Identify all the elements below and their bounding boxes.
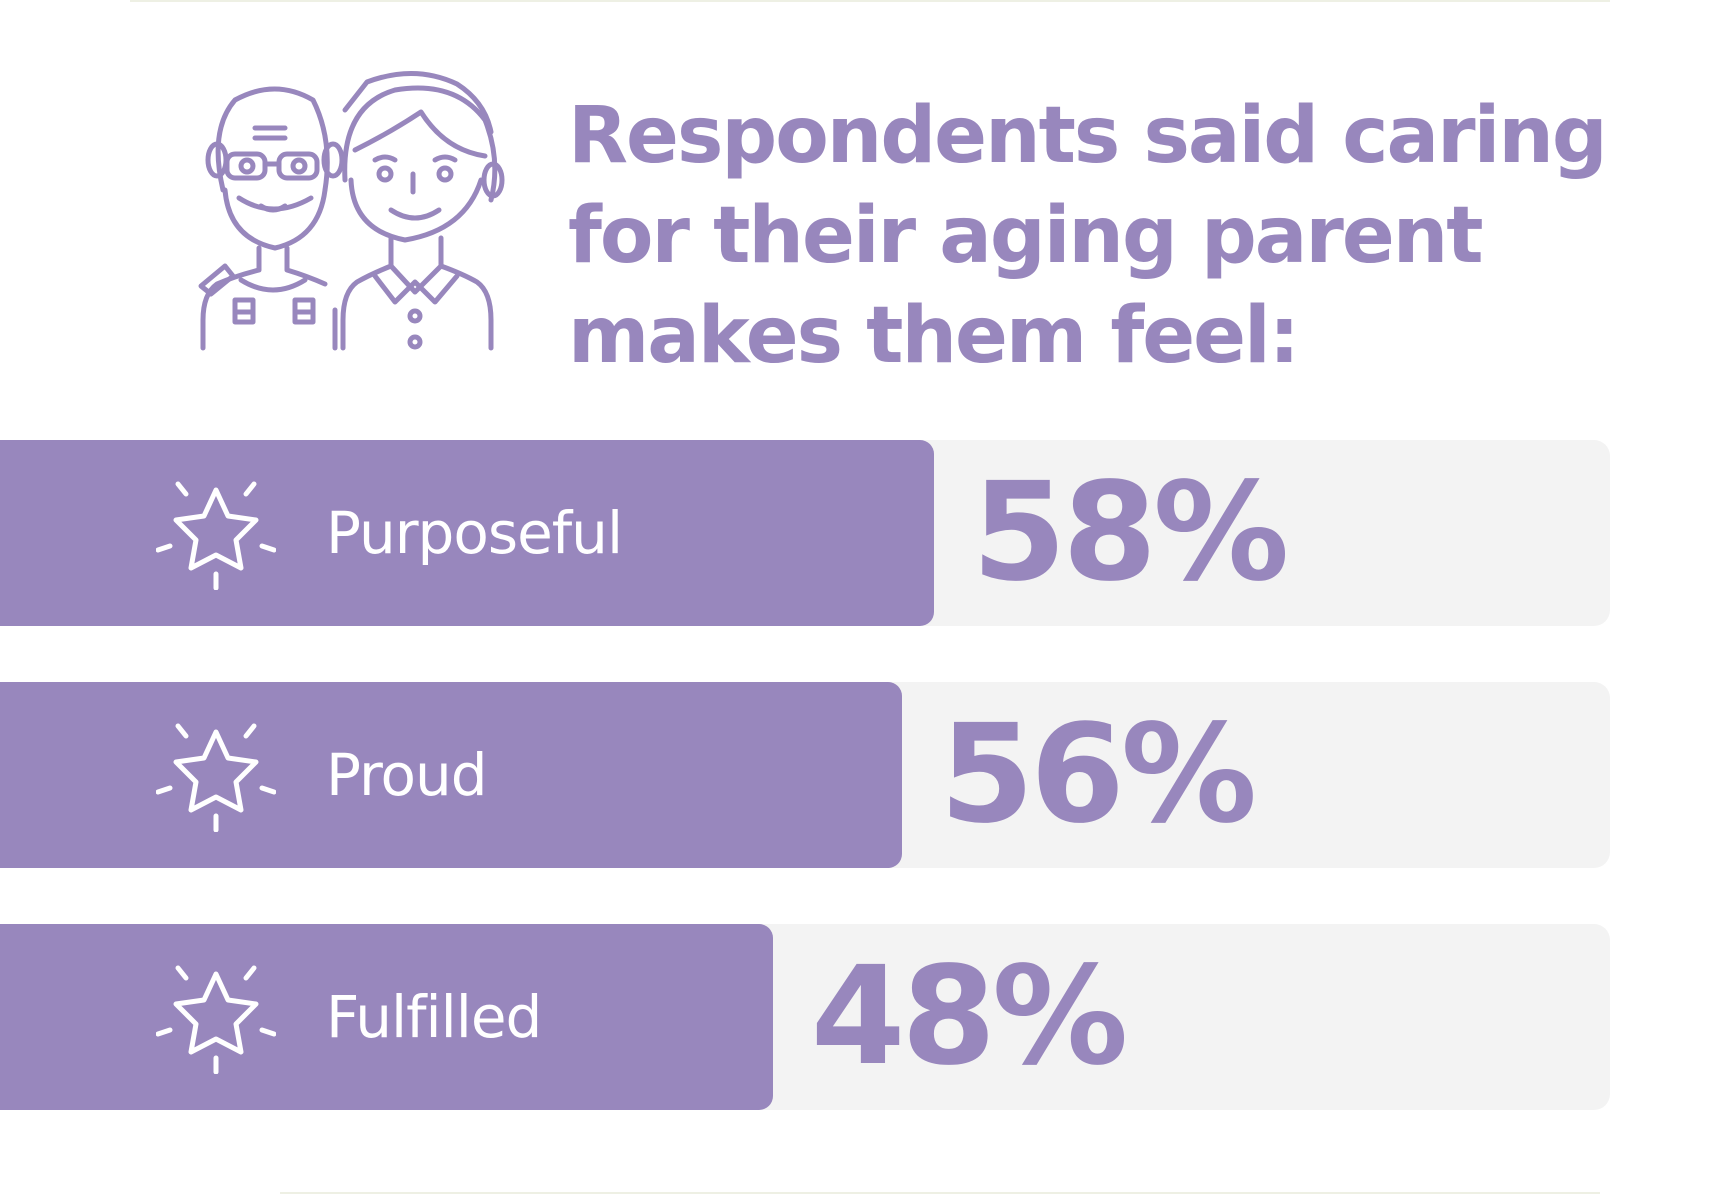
sparkle-star-icon bbox=[155, 964, 277, 1075]
bar-value-label: 48% bbox=[810, 938, 1129, 1096]
bar-value-label: 56% bbox=[939, 696, 1258, 854]
bar-fill: Fulfilled bbox=[0, 924, 773, 1110]
bar-fill: Proud bbox=[0, 682, 902, 868]
feelings-bar-chart: Purposeful 58% Proud 56% Fulfilled 48% bbox=[0, 440, 1610, 1110]
elderly-parent-and-adult-child-icon bbox=[195, 70, 525, 360]
bar-value-label: 58% bbox=[971, 454, 1290, 612]
bottom-divider bbox=[280, 1192, 1600, 1194]
sparkle-star-icon bbox=[155, 480, 277, 591]
bar-category-label: Proud bbox=[326, 741, 488, 809]
title-line-3: makes them feel: bbox=[568, 291, 1300, 381]
bar-row: Purposeful 58% bbox=[0, 440, 1610, 626]
bar-row: Fulfilled 48% bbox=[0, 924, 1610, 1110]
top-divider bbox=[130, 0, 1610, 2]
title-line-1: Respondents said caring bbox=[568, 91, 1608, 181]
bar-row: Proud 56% bbox=[0, 682, 1610, 868]
chart-title: Respondents said caring for their aging … bbox=[568, 86, 1608, 386]
bar-category-label: Fulfilled bbox=[326, 983, 542, 1051]
title-line-2: for their aging parent bbox=[568, 191, 1484, 281]
bar-category-label: Purposeful bbox=[326, 499, 623, 567]
sparkle-star-icon bbox=[155, 722, 277, 833]
bar-fill: Purposeful bbox=[0, 440, 934, 626]
